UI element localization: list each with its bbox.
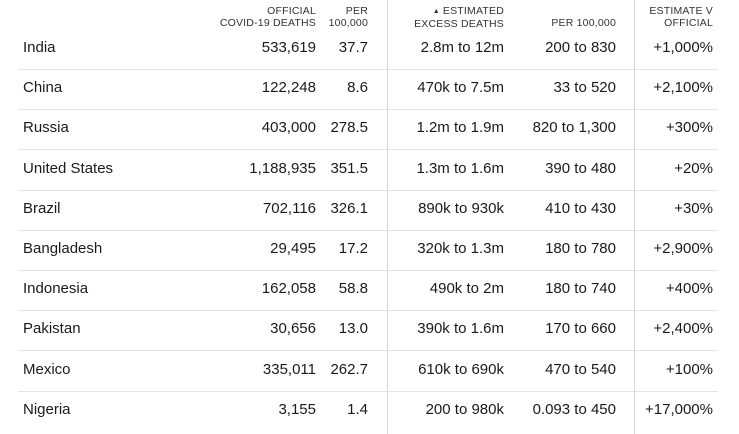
official-deaths-cell: 122,248 [261,79,316,97]
official-per-100k-cell: 13.0 [338,320,368,338]
column-divider [634,0,635,434]
table-row: United States 1,188,935 351.5 1.3m to 1.6m 3… [18,150,718,191]
official-per-100k-cell: 262.7 [330,360,368,378]
estimated-per-100k-cell: 180 to 740 [545,280,616,298]
estimated-excess-cell: 200 to 980k [425,400,504,418]
header-estimated-per-100k[interactable]: Per 100,000 [551,17,616,29]
estimated-excess-cell: 1.2m to 1.9m [416,119,504,137]
table-row: Mexico 335,011 262.7 610k to 690k 470 to 540… [18,351,718,392]
estimated-excess-cell: 390k to 1.6m [417,320,504,338]
estimated-excess-cell: 610k to 690k [418,360,504,378]
official-per-100k-cell: 8.6 [347,79,368,97]
estimate-v-official-cell: +400% [665,280,713,298]
official-per-100k-cell: 58.8 [338,280,368,298]
estimated-per-100k-cell: 410 to 430 [545,199,616,217]
estimated-excess-cell: 470k to 7.5m [417,79,504,97]
table-row: Indonesia 162,058 58.8 490k to 2m 180 to 740… [18,270,718,312]
official-per-100k-cell: 326.1 [330,199,368,217]
table-row: China 122,248 8.6 470k to 7.5m 33 to 520 +2,1… [18,69,718,111]
country-cell: Mexico [23,360,71,378]
estimated-excess-cell: 320k to 1.3m [417,240,504,257]
estimate-v-official-cell: +100% [665,360,713,378]
header-official-per-100k[interactable]: Per 100,000 [328,5,368,29]
official-deaths-cell: 403,000 [261,119,316,137]
table-row: India 533,619 37.7 2.8m to 12m 200 to 830 +1,… [18,29,718,70]
estimate-v-official-cell: +300% [665,119,713,137]
estimated-per-100k-cell: 0.093 to 450 [532,400,616,418]
estimated-excess-cell: 1.3m to 1.6m [416,159,504,177]
estimated-excess-cell: 490k to 2m [429,280,504,298]
country-cell: Indonesia [23,280,89,298]
official-per-100k-cell: 278.5 [330,119,368,137]
official-deaths-cell: 30,656 [270,320,316,338]
country-cell: Russia [23,119,69,137]
country-cell: United States [23,159,114,177]
estimated-per-100k-cell: 820 to 1,300 [532,119,616,137]
table-row: Russia 403,000 278.5 1.2m to 1.9m 820 to 1,3… [18,109,718,151]
official-deaths-cell: 702,116 [262,199,316,217]
header-official-deaths[interactable]: Official Covid-19 deaths [219,5,316,29]
country-cell: India [23,39,56,56]
estimate-v-official-cell: +2,400% [653,320,713,338]
official-per-100k-cell: 17.2 [338,240,368,257]
sort-ascending-icon: ▲ [432,8,440,15]
estimate-v-official-cell: +20% [674,159,713,177]
estimated-per-100k-cell: 180 to 780 [545,240,616,257]
estimated-excess-cell: 2.8m to 12m [420,39,504,56]
official-deaths-cell: 29,495 [270,240,316,257]
country-cell: Bangladesh [23,240,103,257]
official-per-100k-cell: 1.4 [347,400,368,418]
estimate-v-official-cell: +1,000% [653,39,713,56]
estimate-v-official-cell: +2,100% [653,79,713,97]
official-deaths-cell: 162,058 [261,280,316,298]
table-row: Bangladesh 29,495 17.2 320k to 1.3m 180 to 7… [18,230,718,271]
official-deaths-cell: 533,619 [261,39,316,56]
estimated-per-100k-cell: 470 to 540 [545,360,616,378]
estimated-per-100k-cell: 200 to 830 [545,39,616,56]
estimated-per-100k-cell: 33 to 520 [553,79,616,97]
estimate-v-official-cell: +30% [674,199,713,217]
estimated-per-100k-cell: 390 to 480 [545,159,616,177]
header-estimated-excess-deaths[interactable]: ▲ Estimated Excess deaths [414,5,504,30]
estimated-excess-cell: 890k to 930k [418,199,504,217]
official-deaths-cell: 335,011 [262,360,316,378]
country-cell: Brazil [23,199,61,217]
country-cell: Pakistan [23,320,81,338]
estimated-per-100k-cell: 170 to 660 [545,320,616,338]
country-cell: China [23,79,63,97]
country-cell: Nigeria [23,400,71,418]
table-row: Pakistan 30,656 13.0 390k to 1.6m 170 to 660… [18,310,718,352]
estimate-v-official-cell: +2,900% [653,240,713,257]
header-estimate-v-official[interactable]: Estimate v official [649,5,713,29]
column-divider [387,0,388,434]
table-header: Official Covid-19 deaths Per 100,000 ▲ Es… [0,0,739,30]
official-per-100k-cell: 351.5 [330,159,368,177]
estimate-v-official-cell: +17,000% [645,400,713,418]
official-deaths-cell: 1,188,935 [249,159,316,177]
official-per-100k-cell: 37.7 [338,39,368,56]
official-deaths-cell: 3,155 [278,400,316,418]
table-row: Brazil 702,116 326.1 890k to 930k 410 to 430… [18,190,718,231]
table-row: Nigeria 3,155 1.4 200 to 980k 0.093 to 450 +1… [18,391,718,431]
